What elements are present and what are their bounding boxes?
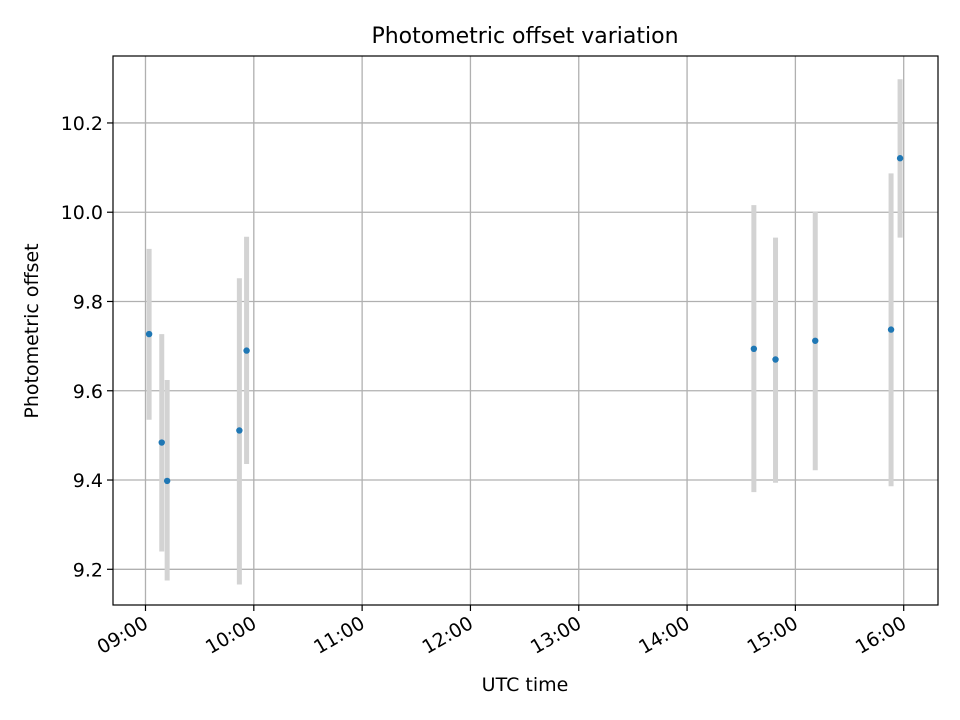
data-point [158,439,165,446]
x-tick-label: 12:00 [419,612,477,658]
data-point [812,337,819,344]
plot-frame [112,55,939,606]
y-tick-label: 9.8 [73,291,103,313]
y-tick-label: 9.4 [73,470,103,492]
data-point [236,427,243,434]
axis-ticks: 09:00 10:00 11:00 12:00 13:00 14:00 15:00 16:00… [61,113,911,659]
y-tick-label: 9.6 [73,381,103,403]
x-tick-label: 15:00 [743,612,801,658]
data-point [772,356,779,363]
y-axis-label: Photometric offset [21,243,43,418]
x-axis-label: UTC time [482,674,569,696]
data-point [887,326,895,333]
data-point [145,330,153,338]
grid-lines [113,56,938,605]
chart-title: Photometric offset variation [371,24,678,49]
y-tick-label: 9.2 [73,559,103,581]
x-tick-label: 09:00 [94,612,152,658]
y-tick-label: 10.2 [61,113,103,135]
error-bars [146,79,903,585]
data-point [243,347,250,354]
x-tick-label: 13:00 [527,612,585,658]
x-tick-label: 10:00 [202,612,260,658]
data-point [896,155,904,162]
y-tick-label: 10.0 [61,202,103,224]
data-point [163,477,171,485]
x-tick-label: 16:00 [852,612,910,658]
data-point [750,345,758,352]
data-points [145,155,904,485]
x-tick-label: 14:00 [635,612,693,658]
x-tick-label: 11:00 [310,612,368,658]
